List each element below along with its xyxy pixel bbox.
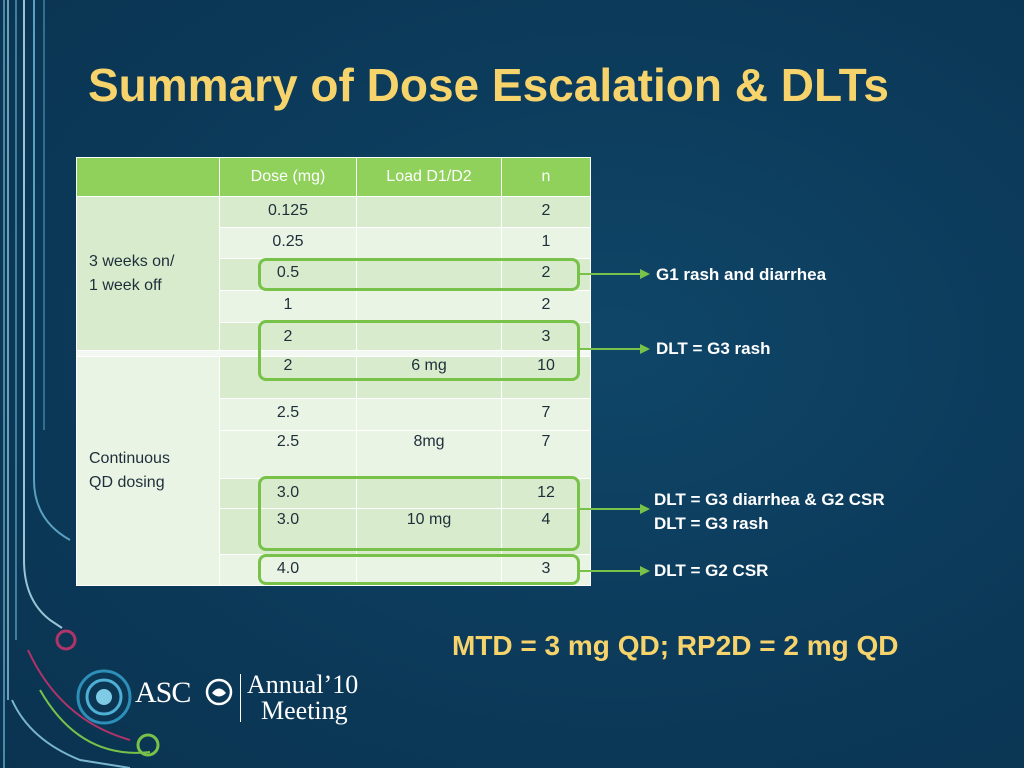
highlight-box-row-0.5 — [258, 258, 580, 291]
dose-cell: 2 — [219, 322, 357, 351]
load-cell — [356, 322, 502, 351]
load-cell — [356, 196, 502, 228]
dose-cell: 3.0 — [219, 508, 357, 555]
table-row: 2.5 8mg 7 — [77, 430, 591, 479]
annotation-dlt-g3-rash: DLT = G3 rash — [656, 339, 771, 358]
header-dose: Dose (mg) — [219, 157, 357, 197]
table-header-row: Dose (mg) Load D1/D2 n — [76, 157, 591, 197]
circle-icon — [136, 733, 160, 757]
table-row: 2 3 — [77, 322, 591, 351]
annotation-g1-rash: G1 rash and diarrhea — [656, 265, 827, 284]
load-cell — [356, 554, 502, 586]
n-cell: 1 — [501, 227, 591, 259]
load-cell: 10 mg — [356, 508, 502, 555]
dose-cell: 2 — [219, 356, 357, 399]
header-n: n — [501, 157, 591, 197]
table-row: Continuous QD dosing 2 6 mg 10 — [76, 356, 591, 586]
table-row: 1 2 — [77, 290, 591, 323]
n-cell: 10 — [501, 356, 591, 399]
arrow-icon — [580, 566, 650, 576]
dose-cell: 2.5 — [219, 430, 357, 479]
dose-cell: 4.0 — [219, 554, 357, 586]
asco-wordmark: ASC — [135, 676, 191, 709]
group-label-continuous: Continuous QD dosing — [76, 356, 220, 586]
dose-cell: 1 — [219, 290, 357, 323]
annotation-dlt-g3-rash-2: DLT = G3 rash — [654, 514, 769, 533]
highlight-box-row-4.0 — [258, 554, 580, 585]
dose-cell: 0.5 — [219, 258, 357, 291]
dose-escalation-table: Dose (mg) Load D1/D2 n 3 weeks on/ 1 wee… — [76, 157, 591, 586]
n-cell: 7 — [501, 430, 591, 479]
highlight-box-rows-3.0 — [258, 476, 580, 551]
logo-divider — [240, 674, 241, 722]
annotation-dlt-diarrhea-csr: DLT = G3 diarrhea & G2 CSR — [654, 490, 885, 509]
n-cell: 2 — [501, 196, 591, 228]
logo-annual: Annual’10 — [247, 670, 359, 699]
table-row: 3.0 10 mg 4 — [77, 508, 591, 555]
group-label-schedule: 3 weeks on/ 1 week off — [76, 196, 220, 351]
slide-title: Summary of Dose Escalation & DLTs — [88, 59, 889, 111]
dose-cell: 2.5 — [219, 398, 357, 431]
load-cell: 6 mg — [356, 356, 502, 399]
arrow-icon — [580, 344, 650, 354]
load-cell — [356, 227, 502, 259]
table-row: 3 weeks on/ 1 week off 0.125 2 — [76, 196, 591, 351]
header-group — [76, 157, 220, 197]
load-cell: 8mg — [356, 430, 502, 479]
circle-icon — [55, 629, 77, 651]
dose-cell: 0.25 — [219, 227, 357, 259]
n-cell: 7 — [501, 398, 591, 431]
highlight-box-rows-2 — [258, 320, 580, 381]
dose-cell: 0.125 — [219, 196, 357, 228]
load-cell — [356, 478, 502, 509]
table-row: 2.5 7 — [77, 398, 591, 431]
asco-emblem-icon — [205, 678, 233, 706]
table-row: 0.25 1 — [77, 227, 591, 259]
n-cell: 4 — [501, 508, 591, 555]
load-cell — [356, 398, 502, 431]
n-cell: 2 — [501, 290, 591, 323]
mtd-summary: MTD = 3 mg QD; RP2D = 2 mg QD — [452, 630, 899, 661]
logo-meeting: Meeting — [261, 696, 348, 725]
target-logo-icon — [76, 669, 132, 725]
arrow-icon — [580, 269, 650, 279]
annual-meeting-text: Annual’10 Meeting — [247, 672, 358, 724]
arrow-icon — [580, 504, 650, 514]
header-load: Load D1/D2 — [356, 157, 502, 197]
load-cell — [356, 290, 502, 323]
annotation-dlt-g2-csr: DLT = G2 CSR — [654, 561, 769, 580]
